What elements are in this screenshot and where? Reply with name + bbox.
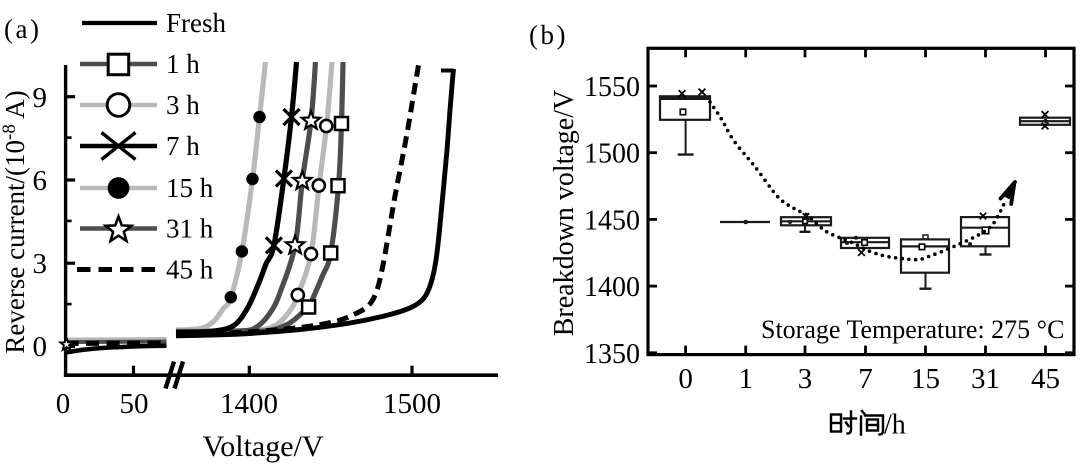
- svg-text:3: 3: [33, 248, 48, 280]
- svg-text:45: 45: [1031, 363, 1060, 395]
- svg-text:0: 0: [33, 331, 48, 363]
- svg-text:6: 6: [33, 165, 48, 197]
- svg-text:(b): (b): [529, 20, 568, 50]
- svg-text:1450: 1450: [584, 205, 640, 236]
- svg-text:1 h: 1 h: [166, 49, 200, 79]
- svg-text:50: 50: [120, 388, 149, 420]
- svg-text:1350: 1350: [584, 339, 640, 370]
- svg-text:1: 1: [738, 363, 753, 395]
- svg-text:7: 7: [858, 363, 873, 395]
- svg-text:Fresh: Fresh: [166, 8, 226, 38]
- svg-text:15: 15: [911, 363, 940, 395]
- svg-text:3: 3: [798, 363, 813, 395]
- svg-text:15 h: 15 h: [166, 173, 214, 203]
- svg-text:Reverse current/(10-8 A): Reverse current/(10-8 A): [0, 90, 30, 353]
- svg-text:1500: 1500: [584, 139, 640, 170]
- svg-text:7 h: 7 h: [166, 131, 200, 161]
- svg-text:9: 9: [33, 82, 48, 114]
- svg-text:31 h: 31 h: [166, 214, 214, 244]
- svg-text:1500: 1500: [383, 388, 441, 420]
- svg-text:45 h: 45 h: [166, 255, 214, 285]
- svg-text:Voltage/V: Voltage/V: [202, 430, 323, 463]
- svg-text:0: 0: [678, 363, 693, 395]
- svg-text:31: 31: [971, 363, 1000, 395]
- svg-text:/h: /h: [884, 410, 906, 441]
- svg-text:1400: 1400: [584, 272, 640, 303]
- svg-text:(a): (a): [4, 14, 41, 44]
- svg-text:Breakdown voltage/V: Breakdown voltage/V: [549, 90, 580, 337]
- svg-text:3 h: 3 h: [166, 90, 200, 120]
- svg-text:1550: 1550: [584, 72, 640, 103]
- svg-text:0: 0: [56, 388, 71, 420]
- svg-text:1400: 1400: [220, 388, 278, 420]
- svg-text:Storage Temperature: 275 °C: Storage Temperature: 275 °C: [761, 315, 1064, 344]
